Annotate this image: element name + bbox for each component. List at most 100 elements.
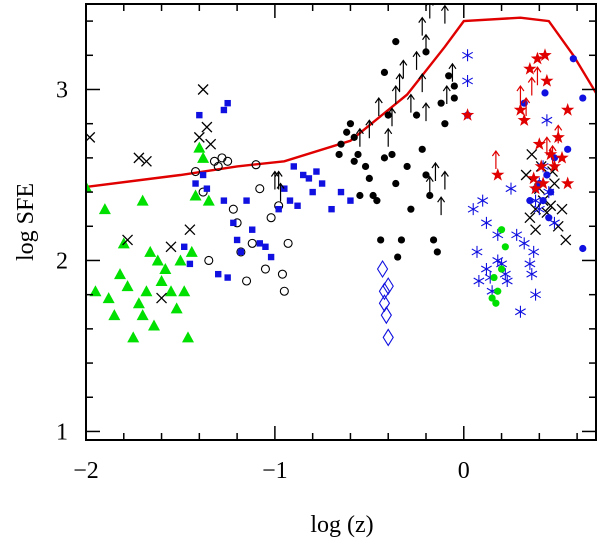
- lower-limit-arrow: [384, 127, 393, 147]
- filled-circle-point: [388, 150, 396, 159]
- model-curve: [86, 16, 596, 189]
- filled-circle-point: [494, 287, 502, 295]
- lower-limit-arrow: [422, 102, 430, 122]
- triangle-point: [178, 285, 191, 297]
- plot-area: [86, 4, 596, 347]
- open-circle-point: [266, 213, 276, 223]
- filled-circle-point: [437, 99, 445, 107]
- triangle-point: [202, 194, 215, 206]
- cross-point: [524, 212, 536, 224]
- filled-circle-point: [343, 128, 351, 136]
- asterisk-point: [533, 203, 545, 216]
- square-point: [220, 106, 228, 114]
- triangle-point: [197, 151, 210, 163]
- asterisk-point: [480, 263, 492, 276]
- diamond-point: [378, 282, 391, 301]
- open-circle-point: [236, 247, 246, 257]
- lower-limit-arrow: [270, 170, 279, 190]
- open-circle-point: [242, 276, 252, 286]
- asterisk-point: [505, 182, 517, 195]
- star-point: [538, 48, 552, 61]
- star-point: [544, 147, 558, 161]
- square-point: [230, 219, 237, 227]
- lower-limit-arrow: [448, 62, 457, 82]
- star-point: [534, 159, 548, 173]
- square-point: [305, 175, 313, 182]
- star-point: [532, 137, 546, 150]
- asterisk-point: [530, 288, 542, 301]
- square-point: [203, 185, 211, 192]
- filled-circle-point: [422, 171, 430, 179]
- open-circle-point: [204, 255, 214, 266]
- lower-limit-arrow: [365, 119, 374, 139]
- lower-limit-arrow: [388, 107, 396, 127]
- filled-circle-point: [543, 171, 551, 179]
- cross-point: [560, 234, 572, 246]
- lower-limit-arrow: [422, 33, 430, 53]
- square-point: [224, 274, 231, 281]
- diamond-point: [380, 306, 392, 325]
- square-point: [309, 188, 316, 196]
- tick-labels: −2 −1 0 1 2 3: [56, 77, 470, 484]
- triangle-point: [121, 280, 134, 292]
- filled-circle-point: [450, 82, 458, 90]
- star-point: [528, 181, 543, 195]
- open-circle-point: [228, 204, 238, 214]
- square-point: [237, 248, 245, 256]
- triangle-point: [98, 203, 111, 215]
- asterisk-point: [473, 274, 485, 287]
- cross-point: [197, 84, 209, 95]
- asterisk-point: [548, 216, 560, 229]
- square-point: [199, 171, 207, 179]
- filled-circle-point: [497, 265, 506, 273]
- filled-circle-point: [354, 150, 362, 159]
- triangle-point: [182, 331, 194, 343]
- asterisk-point: [511, 228, 523, 241]
- square-point: [220, 197, 228, 204]
- filled-circle-point: [492, 299, 500, 307]
- triangle-point: [185, 245, 198, 257]
- asterisk-point: [501, 274, 513, 287]
- cross-point: [184, 224, 196, 236]
- triangle-point: [155, 274, 168, 286]
- cross-point: [548, 178, 560, 189]
- filled-circle-point: [365, 174, 373, 182]
- triangle-point: [108, 309, 121, 321]
- square-point: [290, 163, 297, 170]
- cross-point: [140, 155, 152, 167]
- asterisk-point: [514, 305, 526, 318]
- square-point: [215, 270, 222, 278]
- filled-circle-point: [547, 188, 555, 196]
- asterisk-point: [528, 245, 540, 258]
- square-point: [181, 243, 188, 250]
- lower-limit-arrow: [431, 161, 440, 181]
- filled-circle-point: [450, 94, 458, 102]
- square-point: [328, 205, 335, 213]
- cross-point: [205, 138, 217, 150]
- star-point: [513, 103, 528, 116]
- asterisk-point: [477, 194, 489, 207]
- lower-limit-arrow: [395, 73, 404, 93]
- filled-circle-point: [541, 89, 549, 97]
- triangle-point: [102, 292, 115, 304]
- square-point: [224, 99, 231, 107]
- y-tick-label: 2: [56, 248, 68, 274]
- triangle-point: [136, 309, 149, 321]
- square-point: [294, 202, 301, 209]
- lower-limit-arrow: [355, 127, 364, 147]
- lower-limit-arrow: [440, 4, 449, 24]
- lower-limit-arrow: [527, 76, 536, 96]
- diamond-point: [382, 328, 394, 347]
- filled-circle-point: [501, 243, 509, 251]
- cross-point: [156, 292, 168, 304]
- square-point: [318, 180, 326, 187]
- triangle-point: [170, 302, 183, 314]
- filled-circle-point: [373, 197, 381, 205]
- plot-marks: [86, 4, 596, 347]
- filled-circle-point: [380, 68, 389, 76]
- filled-circle-point: [497, 226, 506, 234]
- filled-circle-point: [369, 191, 377, 200]
- cross-point: [165, 241, 177, 253]
- x-tick-label: 0: [458, 458, 470, 484]
- cross-point: [530, 224, 542, 236]
